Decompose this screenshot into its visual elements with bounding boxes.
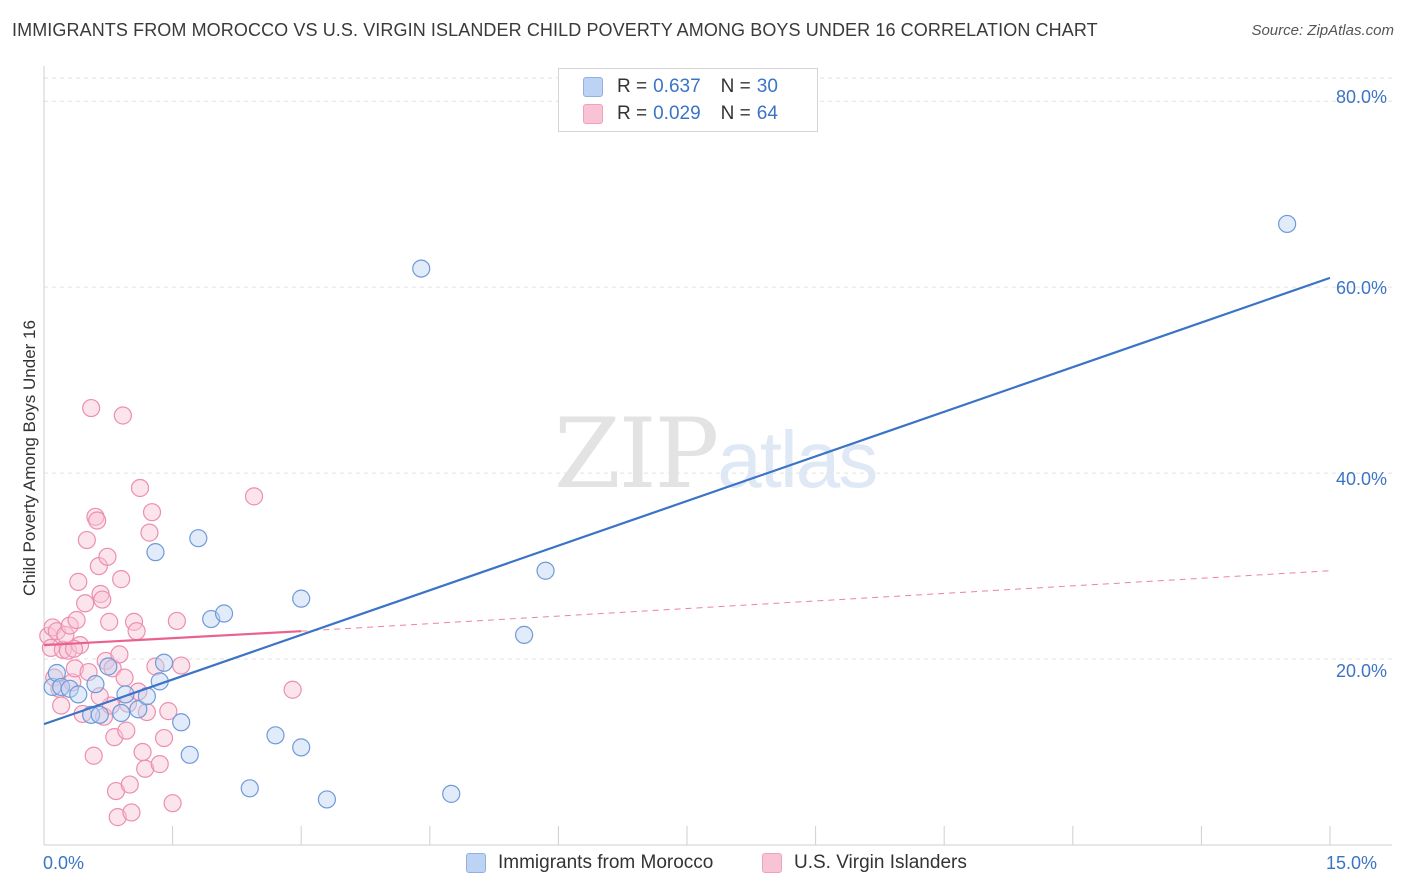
virgin-islander-point bbox=[98, 547, 117, 566]
virgin-islander-point bbox=[130, 478, 150, 498]
morocco-point bbox=[172, 713, 191, 732]
legend-r-label: R = bbox=[617, 76, 648, 97]
virgin-islander-point bbox=[167, 611, 186, 631]
virgin-islander-point bbox=[88, 511, 107, 530]
y-tick-label-20: 20.0% bbox=[1336, 661, 1388, 681]
morocco-point bbox=[292, 738, 311, 757]
watermark: ZIPatlas bbox=[554, 398, 878, 510]
series-swatch-blue bbox=[466, 853, 486, 873]
virgin-islander-point bbox=[110, 645, 129, 664]
y-tick-label-40: 40.0% bbox=[1336, 469, 1388, 489]
morocco-trend-line bbox=[43, 276, 1331, 726]
virgin-islander-point bbox=[69, 572, 88, 591]
virgin-islander-point bbox=[108, 808, 127, 827]
morocco-point bbox=[214, 604, 234, 623]
virgin-islander-point bbox=[133, 742, 152, 762]
morocco-point bbox=[292, 589, 311, 608]
virgin-islander-point bbox=[67, 610, 86, 630]
virgin-islander-trend-dashed bbox=[301, 570, 1331, 632]
morocco-point bbox=[47, 663, 66, 683]
virgin-islander-trend-line bbox=[43, 630, 302, 647]
virgin-islander-point bbox=[77, 530, 96, 550]
legend-r-label: R = bbox=[617, 103, 648, 124]
morocco-point bbox=[146, 543, 165, 562]
morocco-point bbox=[536, 561, 555, 580]
virgin-islander-point bbox=[52, 696, 71, 715]
watermark-atlas: atlas bbox=[717, 415, 878, 504]
morocco-point bbox=[189, 529, 208, 548]
legend-swatch-pink bbox=[583, 104, 603, 124]
morocco-point bbox=[69, 685, 88, 704]
virgin-islander-point bbox=[82, 398, 101, 418]
morocco-point bbox=[412, 259, 431, 278]
chart-title: IMMIGRANTS FROM MOROCCO VS U.S. VIRGIN I… bbox=[12, 20, 1098, 40]
virgin-islander-point bbox=[120, 775, 139, 794]
x-axis-min-label: 0.0% bbox=[43, 853, 85, 873]
morocco-point bbox=[317, 790, 337, 809]
virgin-islander-point bbox=[244, 487, 264, 506]
series-label-virgin-islanders: U.S. Virgin Islanders bbox=[794, 852, 967, 873]
morocco-point bbox=[266, 726, 285, 745]
y-tick-label-60: 60.0% bbox=[1336, 278, 1388, 298]
virgin-islander-point bbox=[112, 570, 131, 589]
legend-r-value: 0.637 bbox=[653, 76, 701, 97]
morocco-point bbox=[442, 784, 461, 803]
virgin-islander-point bbox=[142, 503, 162, 522]
watermark-zip: ZIP bbox=[554, 398, 719, 510]
legend-n-label: N = bbox=[720, 103, 751, 124]
virgin-islander-point bbox=[150, 755, 169, 774]
series-label-morocco: Immigrants from Morocco bbox=[498, 852, 714, 873]
morocco-point bbox=[86, 675, 105, 694]
legend-r-value: 0.029 bbox=[653, 103, 701, 124]
legend-n-value: 30 bbox=[756, 76, 778, 97]
series-legend-virgin-islanders: U.S. Virgin Islanders bbox=[762, 852, 967, 874]
virgin-islander-point bbox=[115, 668, 134, 687]
virgin-islander-point bbox=[159, 702, 178, 721]
morocco-point bbox=[99, 657, 118, 676]
series-legend-morocco: Immigrants from Morocco bbox=[466, 852, 713, 874]
virgin-islander-point bbox=[122, 803, 141, 822]
virgin-islander-point bbox=[93, 590, 112, 609]
morocco-point bbox=[180, 745, 199, 764]
morocco-point bbox=[90, 705, 109, 724]
morocco-point bbox=[515, 625, 534, 644]
virgin-islander-point bbox=[136, 759, 155, 778]
legend-row-virgin-islanders: R = 0.029 N = 64 bbox=[583, 101, 778, 127]
y-axis-title: Child Poverty Among Boys Under 16 bbox=[20, 320, 39, 596]
virgin-islander-point bbox=[154, 728, 174, 748]
morocco-point bbox=[240, 779, 259, 798]
source-credit: Source: ZipAtlas.com bbox=[1251, 22, 1394, 39]
morocco-point bbox=[116, 685, 135, 704]
virgin-islander-point bbox=[140, 523, 159, 542]
virgin-islander-point bbox=[65, 659, 84, 678]
x-axis-max-label: 15.0% bbox=[1326, 853, 1378, 873]
virgin-islander-point bbox=[172, 656, 191, 675]
y-tick-label-80: 80.0% bbox=[1336, 87, 1388, 107]
virgin-islander-point bbox=[283, 680, 302, 699]
correlation-legend: R = 0.637 N = 30 R = 0.029 N = 64 bbox=[558, 68, 818, 132]
morocco-point bbox=[112, 703, 131, 723]
morocco-point bbox=[154, 653, 174, 672]
virgin-islander-point bbox=[84, 746, 103, 765]
legend-swatch-blue bbox=[583, 77, 603, 97]
virgin-islander-point bbox=[113, 406, 132, 425]
legend-n-label: N = bbox=[720, 76, 751, 97]
morocco-point bbox=[129, 700, 148, 719]
legend-row-morocco: R = 0.637 N = 30 bbox=[583, 74, 778, 100]
virgin-islander-point bbox=[100, 612, 119, 631]
virgin-islander-point bbox=[127, 622, 146, 641]
series-swatch-pink bbox=[762, 853, 782, 873]
virgin-islander-point bbox=[76, 594, 95, 613]
legend-n-value: 64 bbox=[756, 103, 778, 124]
virgin-islander-point bbox=[117, 721, 136, 740]
virgin-islander-point bbox=[163, 794, 182, 813]
morocco-point bbox=[1278, 214, 1297, 234]
